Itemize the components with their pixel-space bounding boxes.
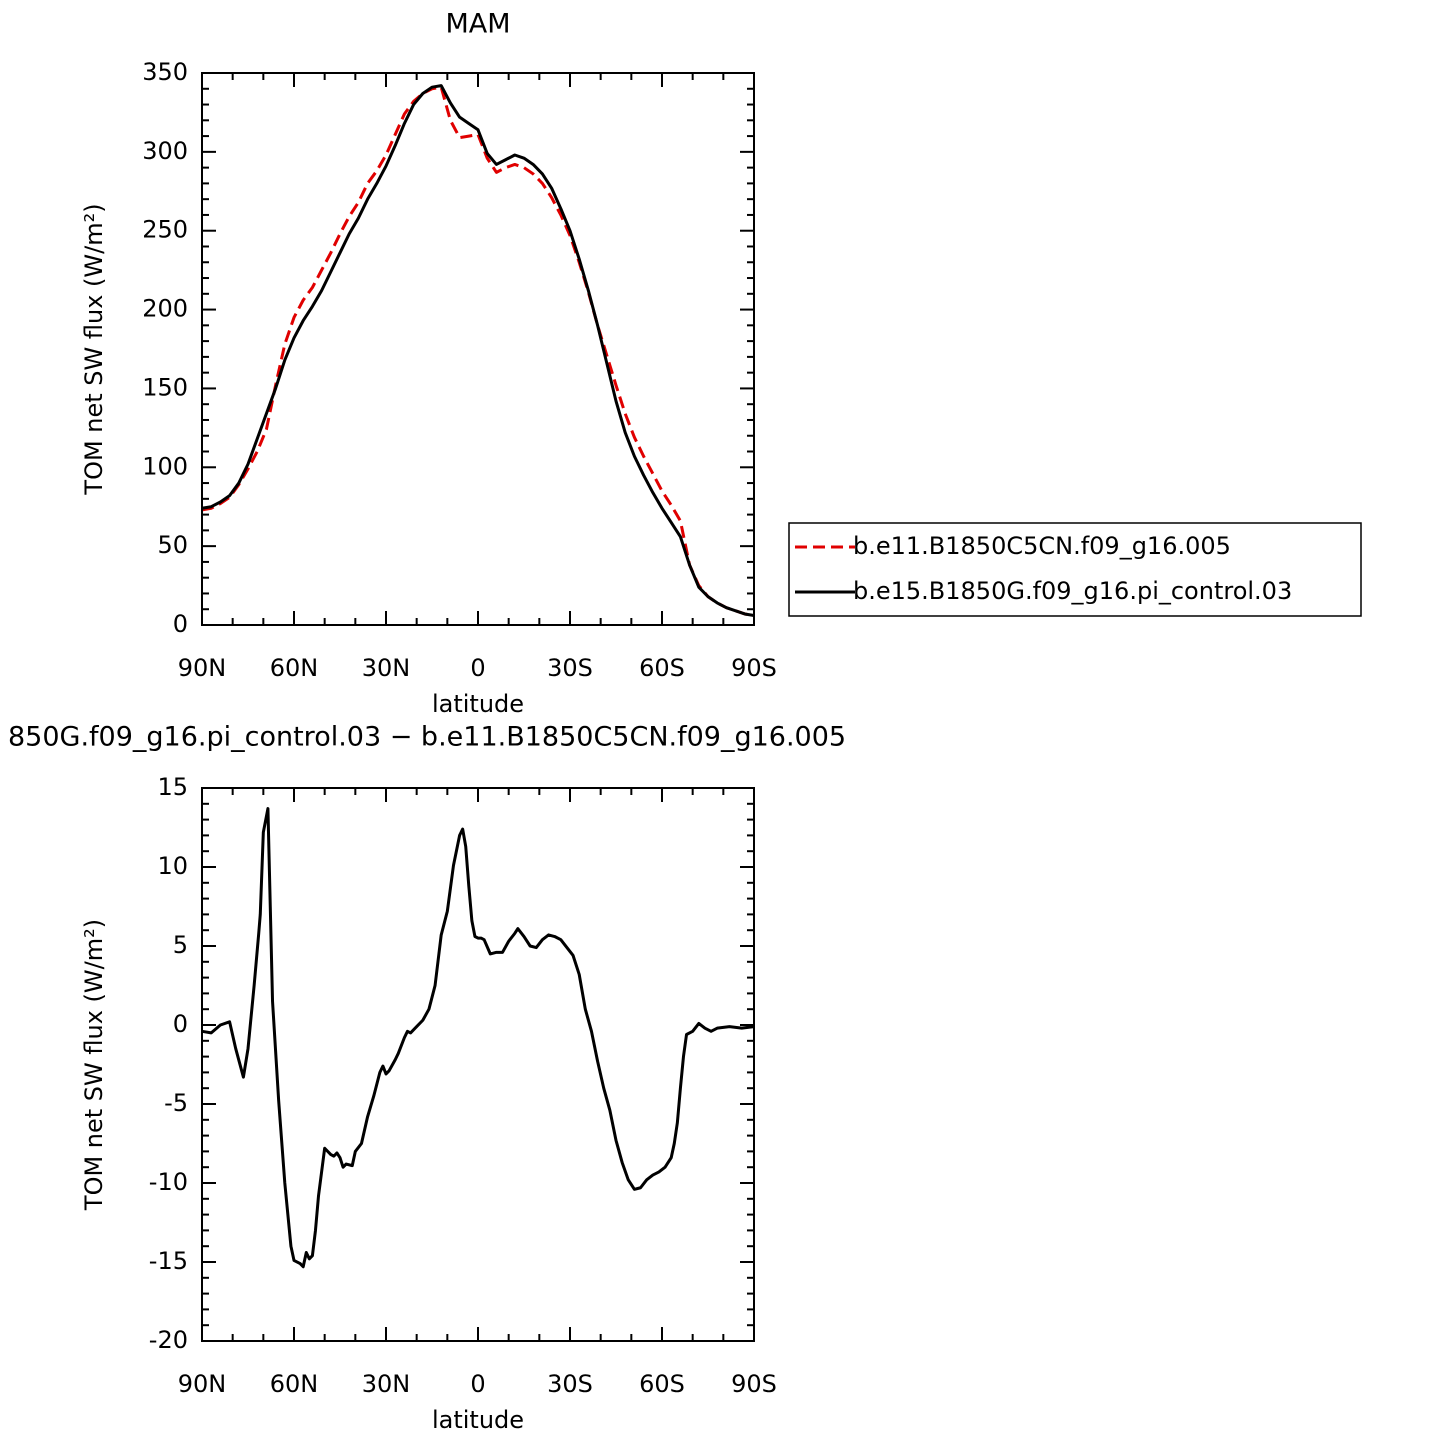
x-tick-label: 0 xyxy=(470,1370,485,1398)
y-tick-label: 200 xyxy=(142,295,188,323)
x-axis-label: latitude xyxy=(432,690,524,718)
x-tick-label: 30N xyxy=(362,654,411,682)
y-axis-label: TOM net SW flux (W/m²) xyxy=(80,203,108,495)
x-tick-label: 60N xyxy=(270,654,319,682)
x-tick-label: 90S xyxy=(731,654,777,682)
y-tick-label: -10 xyxy=(149,1168,188,1196)
x-tick-label: 30N xyxy=(362,1370,411,1398)
y-tick-label: 350 xyxy=(142,58,188,86)
y-tick-label: 150 xyxy=(142,373,188,401)
plot-frame xyxy=(201,787,755,1342)
legend-label: b.e11.B1850C5CN.f09_g16.005 xyxy=(853,532,1231,560)
x-tick-label: 60N xyxy=(270,1370,319,1398)
x-tick-label: 90S xyxy=(731,1370,777,1398)
x-tick-label: 0 xyxy=(470,654,485,682)
legend-box xyxy=(788,522,1362,617)
data-line xyxy=(201,85,755,618)
chart-title: MAM xyxy=(445,9,510,40)
x-axis-label: latitude xyxy=(432,1406,524,1434)
x-tick-label: 30S xyxy=(547,654,593,682)
legend-label: b.e15.B1850G.f09_g16.pi_control.03 xyxy=(853,577,1292,605)
y-tick-label: 100 xyxy=(142,452,188,480)
legend: b.e11.B1850C5CN.f09_g16.005 b.e15.B1850G.… xyxy=(788,522,1362,617)
y-tick-label: -5 xyxy=(164,1089,188,1117)
chart-title: 850G.f09_g16.pi_control.03 − b.e11.B1850… xyxy=(8,722,846,753)
data-line xyxy=(201,807,755,1269)
y-tick-label: -15 xyxy=(149,1247,188,1275)
y-tick-label: 300 xyxy=(142,137,188,165)
x-tick-label: 90N xyxy=(178,1370,227,1398)
x-tick-label: 90N xyxy=(178,654,227,682)
y-tick-label: -20 xyxy=(149,1326,188,1354)
x-tick-label: 60S xyxy=(639,1370,685,1398)
data-line xyxy=(201,84,755,618)
x-tick-label: 60S xyxy=(639,654,685,682)
y-tick-label: 15 xyxy=(157,773,188,801)
plot-frame xyxy=(201,72,755,626)
y-tick-label: 50 xyxy=(157,531,188,559)
x-tick-label: 30S xyxy=(547,1370,593,1398)
y-tick-label: 10 xyxy=(157,852,188,880)
y-axis-label: TOM net SW flux (W/m²) xyxy=(80,919,108,1211)
y-tick-label: 5 xyxy=(173,931,188,959)
y-tick-label: 250 xyxy=(142,216,188,244)
y-tick-label: 0 xyxy=(173,610,188,638)
y-tick-label: 0 xyxy=(173,1010,188,1038)
